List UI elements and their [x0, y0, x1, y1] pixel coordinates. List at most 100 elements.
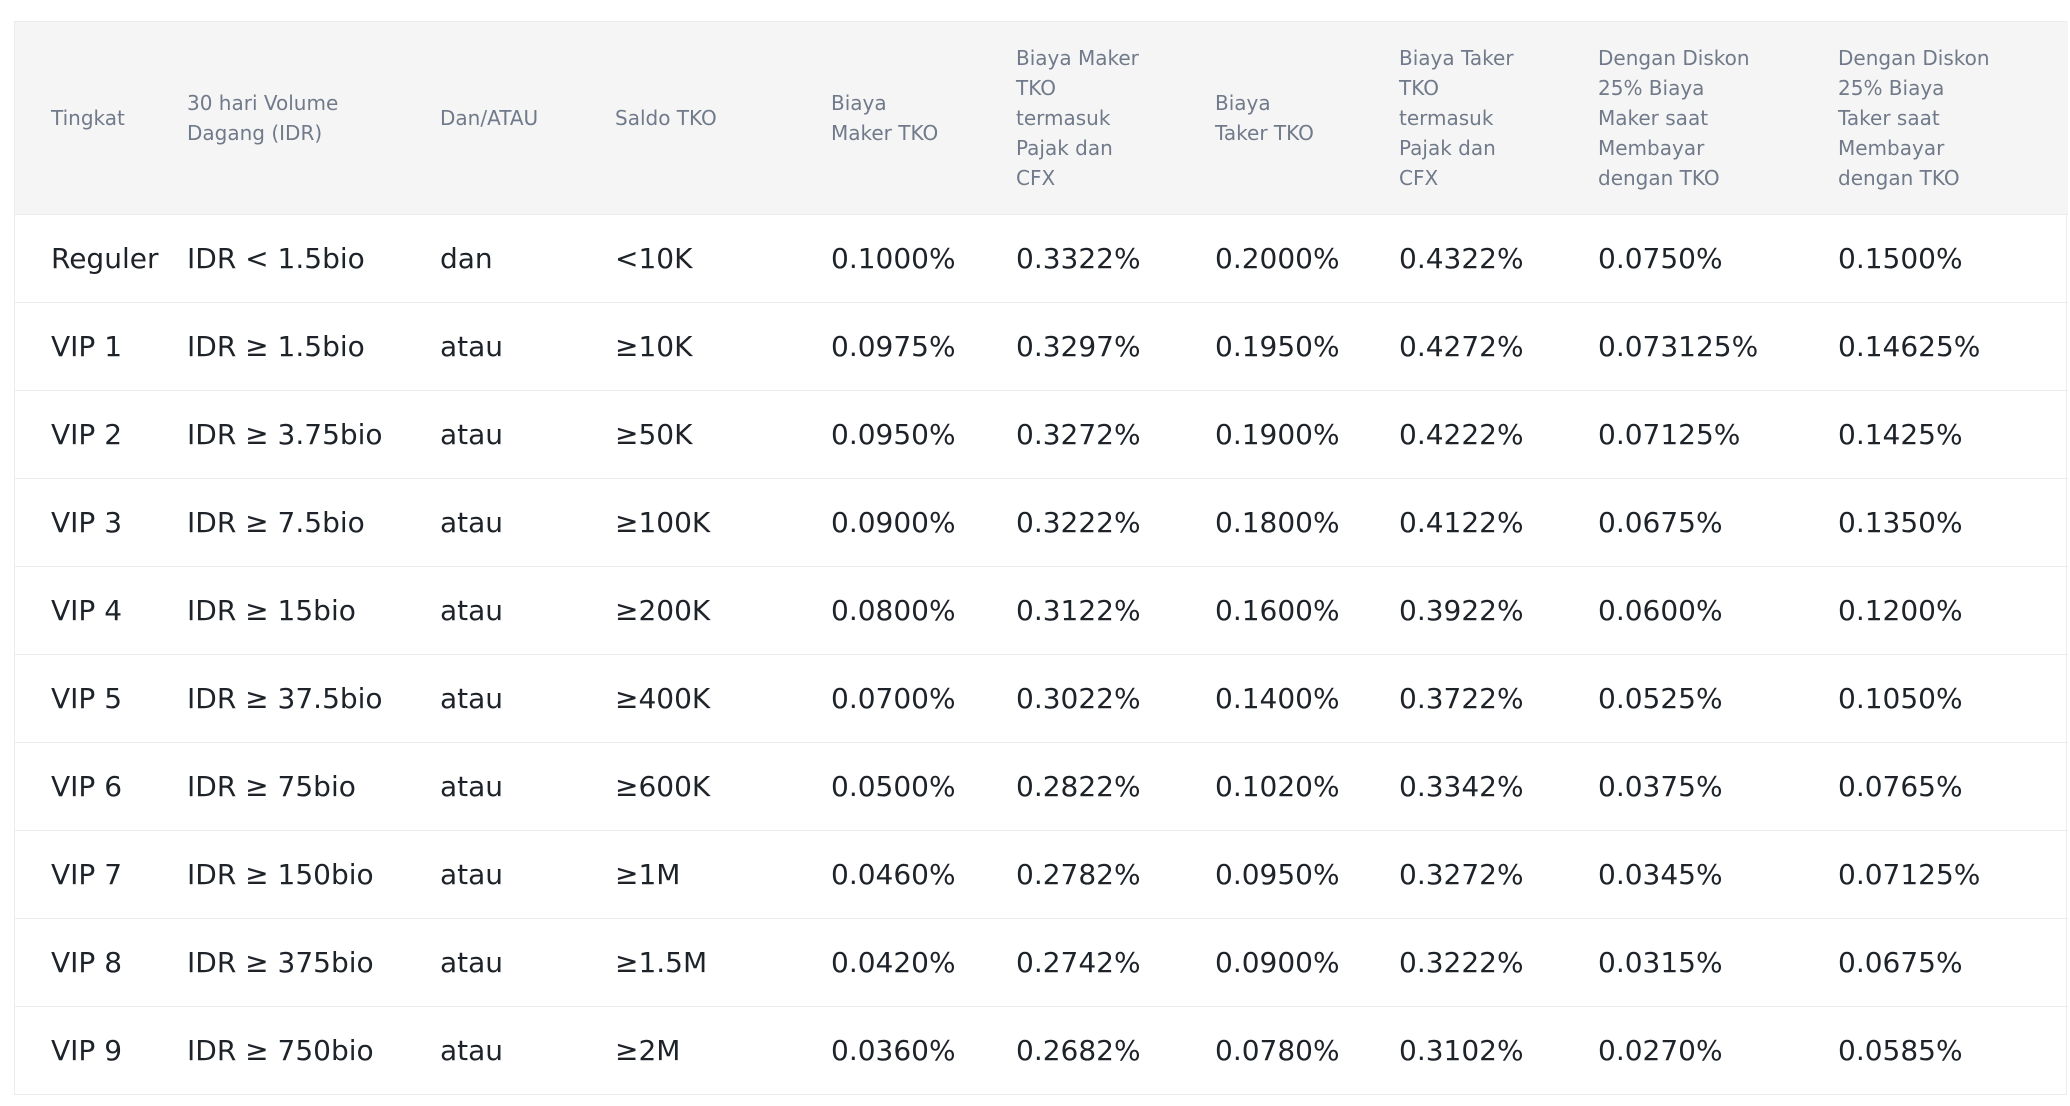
cell-maker-fee-incl-tax: 0.3122% [1016, 593, 1141, 627]
column-header-line: 25% Biaya [1838, 75, 1945, 100]
column-header-line: dengan TKO [1838, 165, 1960, 190]
cell-trading-volume: IDR ≥ 7.5bio [187, 505, 365, 539]
cell-taker-fee: 0.1020% [1215, 769, 1340, 803]
cell-trading-volume: IDR < 1.5bio [187, 241, 365, 275]
cell-maker-fee-discount: 0.0675% [1598, 505, 1723, 539]
column-header-line: Dan/ATAU [440, 105, 539, 130]
cell-tier: VIP 4 [51, 593, 123, 627]
cell-tier: VIP 6 [51, 769, 123, 803]
column-header-line: Dagang (IDR) [187, 120, 323, 145]
cell-taker-fee-discount: 0.14625% [1838, 329, 1981, 363]
cell-taker-fee-incl-tax: 0.3722% [1399, 681, 1524, 715]
cell-maker-fee: 0.0950% [831, 417, 956, 451]
table-row: VIP 6 IDR ≥ 75bio atau ≥600K 0.0500% 0.2822% 0… [15, 742, 2068, 830]
column-header-trading-volume: 30 hari Volume Dagang (IDR) [187, 22, 440, 214]
cell-maker-fee: 0.0900% [831, 505, 956, 539]
cell-taker-fee: 0.1950% [1215, 329, 1340, 363]
cell-taker-fee-discount: 0.1425% [1838, 417, 1963, 451]
cell-tko-balance: ≥50K [615, 417, 693, 451]
cell-tier: VIP 5 [51, 681, 123, 715]
column-header-line: TKO [1016, 75, 1056, 100]
cell-trading-volume: IDR ≥ 3.75bio [187, 417, 383, 451]
cell-taker-fee-discount: 0.0675% [1838, 945, 1963, 979]
cell-trading-volume: IDR ≥ 1.5bio [187, 329, 365, 363]
column-header-line: Biaya Maker [1016, 45, 1139, 70]
cell-tko-balance: ≥600K [615, 769, 711, 803]
column-header-line: CFX [1399, 165, 1439, 190]
cell-maker-fee-discount: 0.0270% [1598, 1033, 1723, 1067]
column-header-taker-fee-discount: Dengan Diskon 25% Biaya Taker saat Membayar… [1838, 22, 2068, 214]
cell-and-or: atau [440, 945, 504, 979]
cell-taker-fee-discount: 0.1350% [1838, 505, 1963, 539]
cell-trading-volume: IDR ≥ 37.5bio [187, 681, 383, 715]
column-header-line: Biaya [831, 90, 887, 115]
cell-maker-fee: 0.0420% [831, 945, 956, 979]
table-row: VIP 4 IDR ≥ 15bio atau ≥200K 0.0800% 0.3122% 0… [15, 566, 2068, 654]
table-row: VIP 2 IDR ≥ 3.75bio atau ≥50K 0.0950% 0.3272%… [15, 390, 2068, 478]
table-row: VIP 7 IDR ≥ 150bio atau ≥1M 0.0460% 0.2782% 0.… [15, 830, 2068, 918]
column-header-line: Membayar [1838, 135, 1945, 160]
cell-taker-fee-incl-tax: 0.4322% [1399, 241, 1524, 275]
column-header-line: Taker TKO [1215, 120, 1314, 145]
cell-tko-balance: <10K [615, 241, 693, 275]
cell-tier: VIP 9 [51, 1033, 123, 1067]
cell-maker-fee-incl-tax: 0.3272% [1016, 417, 1141, 451]
column-header-line: TKO [1399, 75, 1439, 100]
cell-tier: VIP 7 [51, 857, 123, 891]
cell-taker-fee: 0.0780% [1215, 1033, 1340, 1067]
cell-tier: VIP 3 [51, 505, 123, 539]
cell-maker-fee: 0.0800% [831, 593, 956, 627]
cell-taker-fee-incl-tax: 0.3922% [1399, 593, 1524, 627]
cell-taker-fee-discount: 0.0585% [1838, 1033, 1963, 1067]
cell-maker-fee: 0.1000% [831, 241, 956, 275]
column-header-line: Tingkat [51, 105, 125, 130]
cell-taker-fee: 0.0950% [1215, 857, 1340, 891]
cell-tko-balance: ≥10K [615, 329, 693, 363]
fee-table: Tingkat 30 hari Volume Dagang (IDR) Dan/ATA… [15, 22, 2068, 1094]
cell-trading-volume: IDR ≥ 75bio [187, 769, 356, 803]
cell-taker-fee: 0.1900% [1215, 417, 1340, 451]
column-header-line: Dengan Diskon [1598, 45, 1750, 70]
cell-maker-fee-incl-tax: 0.3222% [1016, 505, 1141, 539]
cell-tier: VIP 2 [51, 417, 123, 451]
cell-maker-fee-discount: 0.0525% [1598, 681, 1723, 715]
cell-maker-fee: 0.0700% [831, 681, 956, 715]
cell-and-or: atau [440, 1033, 504, 1067]
cell-taker-fee-incl-tax: 0.4222% [1399, 417, 1524, 451]
column-header-line: Dengan Diskon [1838, 45, 1990, 70]
cell-taker-fee-incl-tax: 0.3102% [1399, 1033, 1524, 1067]
column-header-line: termasuk [1399, 105, 1494, 130]
column-header-line: Biaya [1215, 90, 1271, 115]
cell-taker-fee: 0.1600% [1215, 593, 1340, 627]
column-header-line: CFX [1016, 165, 1056, 190]
cell-and-or: atau [440, 681, 504, 715]
cell-maker-fee-incl-tax: 0.2782% [1016, 857, 1141, 891]
cell-tier: VIP 1 [51, 329, 123, 363]
cell-maker-fee: 0.0360% [831, 1033, 956, 1067]
cell-maker-fee-discount: 0.0315% [1598, 945, 1723, 979]
cell-maker-fee: 0.0975% [831, 329, 956, 363]
column-header-maker-fee-discount: Dengan Diskon 25% Biaya Maker saat Membayar… [1598, 22, 1838, 214]
cell-tko-balance: ≥100K [615, 505, 711, 539]
column-header-line: Maker saat [1598, 105, 1709, 130]
column-header-line: Taker saat [1838, 105, 1940, 130]
cell-taker-fee-discount: 0.1200% [1838, 593, 1963, 627]
cell-taker-fee-incl-tax: 0.3222% [1399, 945, 1524, 979]
cell-tko-balance: ≥1M [615, 857, 681, 891]
cell-taker-fee-discount: 0.07125% [1838, 857, 1981, 891]
column-header-maker-fee-incl-tax: Biaya Maker TKO termasuk Pajak dan CFX [1016, 22, 1215, 214]
cell-maker-fee: 0.0500% [831, 769, 956, 803]
column-header-taker-fee-incl-tax: Biaya Taker TKO termasuk Pajak dan CFX [1399, 22, 1598, 214]
cell-taker-fee: 0.1400% [1215, 681, 1340, 715]
table-row: VIP 3 IDR ≥ 7.5bio atau ≥100K 0.0900% 0.3222%… [15, 478, 2068, 566]
cell-taker-fee: 0.1800% [1215, 505, 1340, 539]
table-row: VIP 9 IDR ≥ 750bio atau ≥2M 0.0360% 0.2682% 0.… [15, 1006, 2068, 1094]
cell-taker-fee-incl-tax: 0.3272% [1399, 857, 1524, 891]
cell-tier: Reguler [51, 241, 159, 275]
table-body: Reguler IDR < 1.5bio dan <10K 0.1000% 0.3322%… [15, 214, 2068, 1094]
cell-maker-fee-discount: 0.07125% [1598, 417, 1741, 451]
cell-tko-balance: ≥2M [615, 1033, 681, 1067]
cell-and-or: atau [440, 857, 504, 891]
cell-and-or: atau [440, 593, 504, 627]
column-header-taker-fee: Biaya Taker TKO [1215, 22, 1399, 214]
